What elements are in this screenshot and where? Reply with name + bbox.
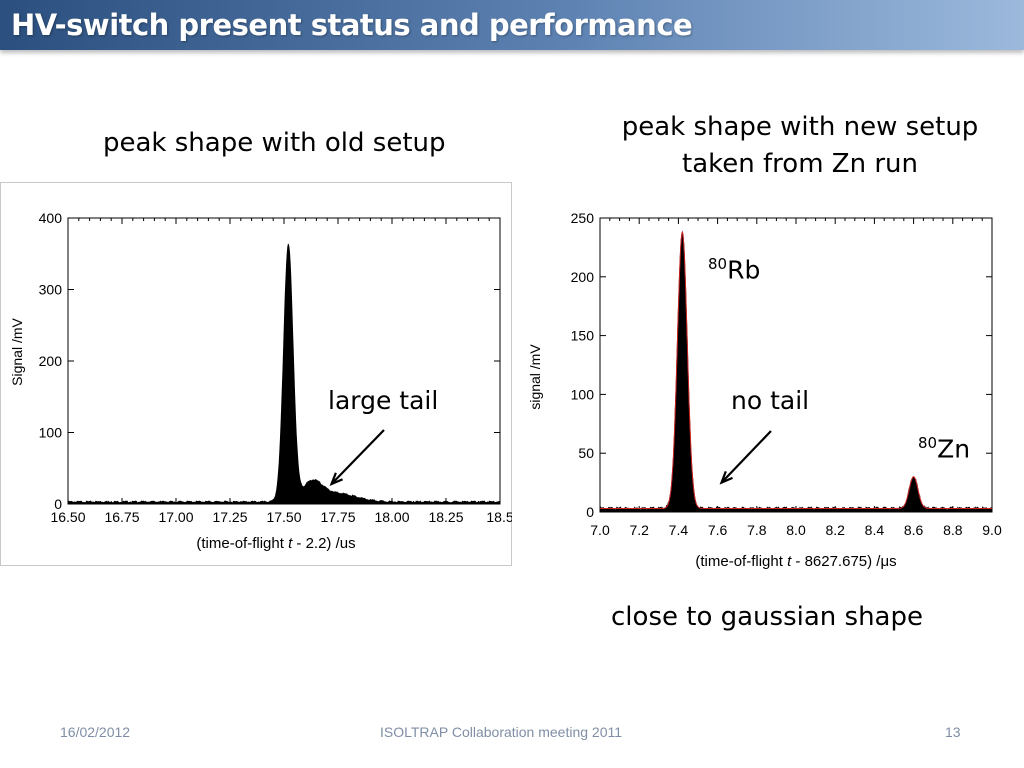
y-tick-label: 50 bbox=[578, 445, 594, 461]
x-axis-label: (time-of-flight t - 8627.675) /μs bbox=[695, 553, 896, 570]
x-tick-label: 7.4 bbox=[669, 522, 689, 538]
y-tick-label: 250 bbox=[571, 210, 595, 226]
x-axis-label: (time-of-flight t - 2.2) /us bbox=[196, 535, 355, 552]
signal-trace bbox=[67, 243, 501, 505]
x-tick-label: 7.0 bbox=[590, 522, 610, 538]
signal-trace bbox=[599, 230, 993, 513]
y-tick-label: 200 bbox=[571, 269, 595, 285]
slide-title: HV-switch present status and performance bbox=[11, 8, 693, 42]
y-axis-label: signal /mV bbox=[527, 344, 543, 410]
x-tick-label: 17.75 bbox=[320, 509, 355, 525]
large-tail-arrow bbox=[329, 429, 385, 487]
footer-page-number: 13 bbox=[945, 724, 961, 740]
bottom-caption: close to gaussian shape bbox=[611, 602, 923, 632]
left-chart-caption: peak shape with old setup bbox=[103, 128, 446, 158]
x-tick-label: 7.6 bbox=[708, 522, 728, 538]
new-setup-chart: 7.0 7.2 7.4 7.6 7.8 8.0 8.2 8.4 8.6 8.8 9.0 0 50 100 1… bbox=[527, 210, 1002, 570]
y-tick-label: 100 bbox=[571, 386, 595, 402]
x-tick-label: 7.2 bbox=[629, 522, 649, 538]
right-chart-caption-line2: taken from Zn run bbox=[682, 149, 918, 179]
y-tick-label: 150 bbox=[571, 328, 595, 344]
x-tick-label: 18.25 bbox=[428, 509, 463, 525]
no-tail-label: no tail bbox=[731, 386, 810, 415]
old-setup-chart: 16.50 16.75 17.00 17.25 17.50 17.75 18.00 18.25… bbox=[0, 182, 512, 566]
rb-peak-label: 80Rb bbox=[708, 255, 761, 285]
x-tick-label: 18.00 bbox=[374, 509, 409, 525]
x-tick-label: 8.6 bbox=[904, 522, 924, 538]
y-tick-label: 0 bbox=[54, 496, 62, 512]
x-tick-label: 7.8 bbox=[747, 522, 767, 538]
x-tick-label: 8.8 bbox=[943, 522, 963, 538]
x-tick-label: 17.25 bbox=[212, 509, 247, 525]
x-tick-label: 8.0 bbox=[786, 522, 806, 538]
x-tick-label: 8.2 bbox=[825, 522, 845, 538]
x-tick-label: 17.00 bbox=[158, 509, 193, 525]
title-bar: HV-switch present status and performance bbox=[0, 0, 1024, 50]
x-tick-label: 16.75 bbox=[104, 509, 139, 525]
y-tick-label: 400 bbox=[39, 210, 63, 226]
zn-peak-label: 80Zn bbox=[918, 434, 971, 464]
x-tick-label: 18.5 bbox=[486, 509, 512, 525]
large-tail-label: large tail bbox=[328, 386, 439, 415]
x-tick-label: 9.0 bbox=[982, 522, 1002, 538]
right-chart-caption-line1: peak shape with new setup bbox=[621, 112, 979, 142]
no-tail-arrow bbox=[719, 430, 772, 485]
x-tick-label: 8.4 bbox=[865, 522, 885, 538]
y-tick-label: 300 bbox=[39, 282, 63, 298]
y-tick-label: 0 bbox=[586, 504, 594, 520]
gaussian-fit-line bbox=[600, 230, 992, 509]
footer-center: ISOLTRAP Collaboration meeting 2011 bbox=[380, 724, 623, 740]
y-axis-label: Signal /mV bbox=[9, 317, 25, 385]
y-tick-label: 200 bbox=[39, 353, 63, 369]
x-tick-label: 17.50 bbox=[266, 509, 301, 525]
x-tick-label: 16.50 bbox=[50, 509, 85, 525]
y-tick-label: 100 bbox=[39, 425, 63, 441]
plot-area bbox=[599, 217, 993, 513]
footer-date: 16/02/2012 bbox=[60, 724, 131, 740]
